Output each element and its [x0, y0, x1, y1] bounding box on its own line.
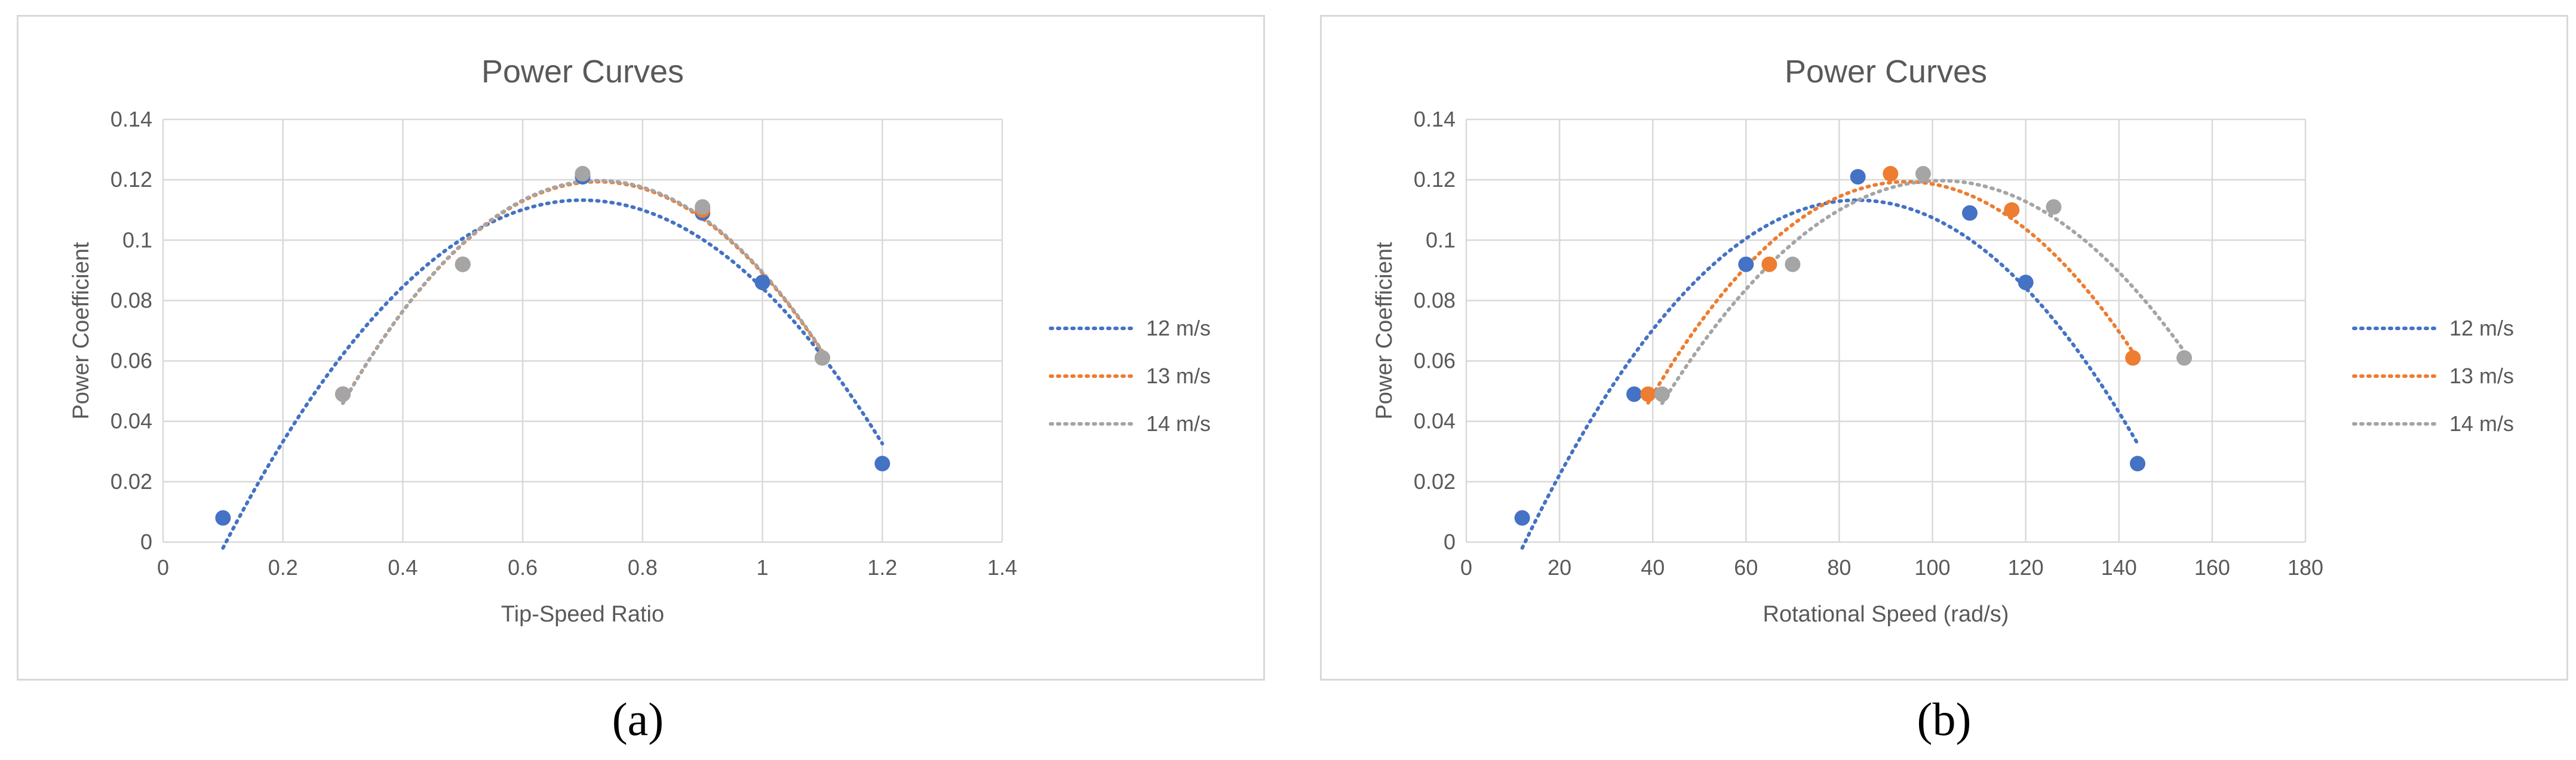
chart-b-x-tick-label: 120: [2008, 555, 2044, 580]
chart-b-point-series-1: [1962, 205, 1978, 221]
chart-a-x-tick-label: 1.2: [867, 555, 897, 580]
chart-a-y-tick-label: 0.06: [110, 349, 152, 373]
chart-a-trendline-series-2: [341, 180, 824, 405]
chart-b-gridlines: [1465, 118, 2307, 543]
chart-b-y-tick-label: 0.1: [1426, 227, 1456, 252]
chart-a-point-series-1: [215, 510, 231, 526]
chart-b-point-series-1: [2130, 456, 2145, 472]
chart-a-y-tick-label: 0: [140, 530, 152, 554]
chart-a-y-tick-label: 0.14: [110, 107, 152, 131]
chart-b-y-tick-label: 0: [1444, 530, 1456, 554]
chart-a-x-tick-label: 0.6: [508, 555, 538, 580]
chart-b-x-tick-label: 140: [2101, 555, 2137, 580]
chart-b-point-series-2: [1883, 166, 1899, 182]
chart-a-point-series-1: [874, 456, 891, 472]
chart-a-y-axis-label: Power Coefficient: [69, 242, 94, 420]
chart-b-trendline-series-2: [1646, 180, 2135, 405]
chart-a-title: Power Curves: [481, 54, 684, 90]
chart-a-legend-label-series-2: 13 m/s: [1146, 364, 1211, 388]
chart-b-point-series-3: [1654, 386, 1670, 402]
chart-a-point-series-3: [575, 166, 591, 182]
chart-b-point-series-3: [2046, 199, 2062, 215]
chart-a-legend-label-series-1: 12 m/s: [1146, 316, 1211, 340]
chart-a-x-tick-label: 0.2: [268, 555, 298, 580]
chart-b-point-series-1: [1626, 386, 1642, 402]
chart-panel-b: Power Curves 0 0.02 0.04 0.06 0.08 0.1 0.12 0.14…: [1320, 15, 2568, 681]
chart-a-point-series-1: [754, 275, 770, 291]
chart-a-point-series-3: [814, 350, 830, 366]
chart-b-title: Power Curves: [1785, 54, 1987, 90]
chart-b-x-tick-label: 0: [1460, 555, 1472, 580]
chart-b-point-series-1: [2018, 275, 2034, 291]
chart-a-y-tick-label: 0.1: [122, 227, 152, 252]
chart-b-x-tick-label: 180: [2288, 555, 2323, 580]
chart-b-legend-label-series-3: 14 m/s: [2449, 411, 2514, 436]
chart-b-x-tick-label: 100: [1915, 555, 1951, 580]
chart-a-x-tick-label: 1.4: [987, 555, 1017, 580]
chart-b-point-series-2: [2125, 350, 2141, 366]
chart-a-y-tick-label: 0.08: [110, 288, 152, 312]
chart-b-x-tick-label: 80: [1827, 555, 1851, 580]
chart-b-x-tick-label: 20: [1548, 555, 1571, 580]
chart-b-point-series-3: [2176, 350, 2193, 366]
chart-a-x-tick-label: 0.8: [628, 555, 658, 580]
chart-b-y-tick-label: 0.14: [1414, 107, 1456, 131]
chart-b-point-series-2: [1761, 256, 1777, 272]
chart-panel-a: Power Curves 0 0.02 0.04 0.06 0.08 0.1 0.12 0.14…: [17, 15, 1265, 681]
chart-b-point-series-1: [1850, 169, 1866, 185]
chart-b-y-tick-label: 0.02: [1414, 469, 1456, 494]
chart-a-point-series-3: [695, 199, 711, 215]
chart-a-y-tick-label: 0.12: [110, 167, 152, 192]
chart-b-y-tick-label: 0.12: [1414, 167, 1456, 192]
chart-b-y-axis-label: Power Coefficient: [1372, 242, 1397, 420]
chart-a-point-series-3: [455, 256, 471, 272]
chart-a-svg: Power Curves 0 0.02 0.04 0.06 0.08 0.1 0.12 0.14…: [69, 54, 1211, 627]
chart-a-x-tick-label: 0.4: [388, 555, 417, 580]
panel-caption-a: (a): [612, 693, 664, 745]
chart-b-point-series-2: [1640, 386, 1656, 402]
chart-a-gridlines: [162, 118, 1003, 543]
chart-a-x-tick-label: 0: [157, 555, 169, 580]
chart-a-trendline-series-1: [221, 198, 885, 550]
chart-a-x-axis-label: Tip-Speed Ratio: [501, 602, 664, 627]
chart-b-point-series-3: [1915, 166, 1931, 182]
chart-b-point-series-2: [2004, 202, 2020, 218]
chart-b-svg: Power Curves 0 0.02 0.04 0.06 0.08 0.1 0.12 0.14…: [1372, 54, 2514, 627]
chart-b-legend-label-series-1: 12 m/s: [2449, 316, 2514, 340]
chart-a-point-series-3: [335, 386, 351, 402]
chart-b-x-axis-label: Rotational Speed (rad/s): [1763, 602, 2009, 627]
chart-b-y-tick-label: 0.08: [1414, 288, 1456, 312]
panel-caption-b: (b): [1917, 693, 1972, 745]
chart-b-y-tick-label: 0.04: [1414, 409, 1456, 433]
chart-b-x-tick-label: 40: [1641, 555, 1665, 580]
chart-a-y-tick-label: 0.04: [110, 409, 152, 433]
chart-b-point-series-1: [1738, 256, 1754, 272]
chart-a-legend-label-series-3: 14 m/s: [1146, 411, 1211, 436]
chart-a-y-tick-label: 0.02: [110, 469, 152, 494]
chart-b-x-tick-label: 160: [2194, 555, 2230, 580]
chart-b-y-tick-label: 0.06: [1414, 349, 1456, 373]
chart-b-point-series-3: [1785, 256, 1801, 272]
chart-b-x-tick-label: 60: [1734, 555, 1758, 580]
chart-b-legend-label-series-2: 13 m/s: [2449, 364, 2514, 388]
chart-b-trendline-series-1: [1520, 198, 2139, 550]
chart-b-point-series-1: [1514, 510, 1530, 526]
chart-a-x-tick-label: 1: [757, 555, 769, 580]
chart-a-trendline-series-3: [341, 179, 824, 405]
